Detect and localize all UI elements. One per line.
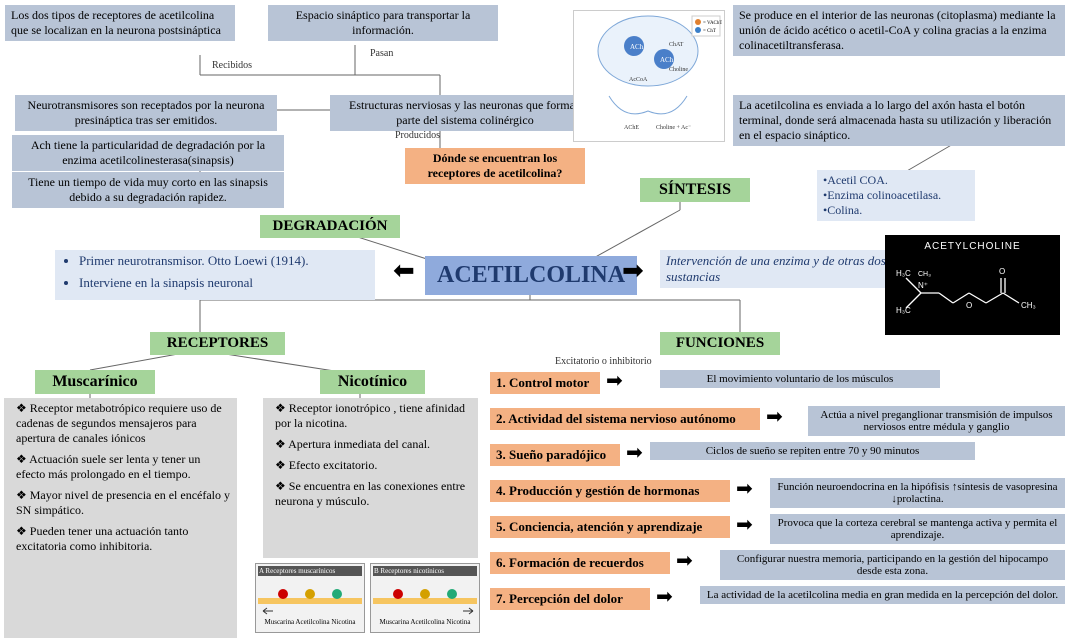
formula-illustration: ACETYLCHOLINE H₃C H₃C N⁺ CH₃ O O CH₃ <box>885 235 1060 335</box>
func-2-desc: Actúa a nivel preganglionar transmisión … <box>808 406 1065 436</box>
svg-text:AcCoA: AcCoA <box>629 77 648 83</box>
sintesis-head: SÍNTESIS <box>640 178 750 202</box>
nico-3: ❖ Efecto excitatorio. <box>275 458 472 473</box>
svg-text:ChAT: ChAT <box>669 42 684 48</box>
rec-musc-image: A Receptores muscarínicos Muscarina Acet… <box>255 563 365 633</box>
func-6-title: 6. Formación de recuerdos <box>490 552 670 574</box>
func-7-arrow-icon: ➡ <box>656 584 673 609</box>
svg-text:N⁺: N⁺ <box>918 281 928 290</box>
svg-text:H₃C: H₃C <box>896 269 911 278</box>
func-4-title: 4. Producción y gestión de hormonas <box>490 480 730 502</box>
svg-text:CH₃: CH₃ <box>1021 301 1036 310</box>
primer-2: Interviene en la sinapsis neuronal <box>79 275 369 291</box>
primer-1: Primer neurotransmisor. Otto Loewi (1914… <box>79 253 369 269</box>
muscarinico-head: Muscarínico <box>35 370 155 394</box>
nicotinico-list: ❖ Receptor ionotrópico , tiene afinidad … <box>263 398 478 558</box>
tiempo-vida-box: Tiene un tiempo de vida muy corto en las… <box>12 172 284 208</box>
receptores-post-box: Los dos tipos de receptores de acetilcol… <box>5 5 235 41</box>
estructuras-box: Estructuras nerviosas y las neuronas que… <box>330 95 600 131</box>
muscarinico-list: ❖ Receptor metabotrópico requiere uso de… <box>4 398 237 638</box>
receptores-head: RECEPTORES <box>150 332 285 355</box>
func-4-desc: Función neuroendocrina en la hipófisis ↑… <box>770 478 1065 508</box>
svg-text:ACh: ACh <box>630 43 644 51</box>
arrow-right-icon: ➡ <box>622 256 644 286</box>
func-5-desc: Provoca que la corteza cerebral se mante… <box>770 514 1065 544</box>
func-3-arrow-icon: ➡ <box>626 440 643 465</box>
ing-2: •Enzima colinoacetilasa. <box>823 188 969 203</box>
espacio-sinaptico-box: Espacio sináptico para transportar la in… <box>268 5 498 41</box>
axon-box: La acetilcolina es enviada a lo largo de… <box>733 95 1065 146</box>
func-1-desc: El movimiento voluntario de los músculos <box>660 370 940 388</box>
neurotrans-recep-box: Neurotransmisores son receptados por la … <box>15 95 277 131</box>
svg-text:Choline + Ac⁻: Choline + Ac⁻ <box>656 125 691 131</box>
svg-text:CH₃: CH₃ <box>918 271 931 278</box>
func-6-desc: Configurar nuestra memoria, participando… <box>720 550 1065 580</box>
musc-2: ❖ Actuación suele ser lenta y tener un e… <box>16 452 231 482</box>
func-5-arrow-icon: ➡ <box>736 512 753 537</box>
recibidos-label: Recibidos <box>212 60 252 71</box>
func-2-arrow-icon: ➡ <box>766 404 783 429</box>
rec-nico-image: B Receptores nicotínicos Muscarina Aceti… <box>370 563 480 633</box>
nicotinico-head: Nicotínico <box>320 370 425 394</box>
nico-2: ❖ Apertura inmediata del canal. <box>275 437 472 452</box>
producidos-label: Producidos <box>395 130 440 141</box>
func-5-title: 5. Conciencia, atención y aprendizaje <box>490 516 730 538</box>
nico-1: ❖ Receptor ionotrópico , tiene afinidad … <box>275 401 472 431</box>
func-4-arrow-icon: ➡ <box>736 476 753 501</box>
main-title: ACETILCOLINA <box>425 256 637 295</box>
musc-3: ❖ Mayor nivel de presencia en el encéfal… <box>16 488 231 518</box>
ingredientes-box: •Acetil COA. •Enzima colinoacetilasa. •C… <box>817 170 975 221</box>
svg-text:= VAChT: = VAChT <box>703 21 722 26</box>
func-1-arrow-icon: ➡ <box>606 368 623 393</box>
ing-1: •Acetil COA. <box>823 173 969 188</box>
func-7-title: 7. Percepción del dolor <box>490 588 650 610</box>
svg-text:H₃C: H₃C <box>896 306 911 315</box>
func-3-desc: Ciclos de sueño se repiten entre 70 y 90… <box>650 442 975 460</box>
excit-inhib-label: Excitatorio o inhibitorio <box>555 356 652 367</box>
svg-text:AChE: AChE <box>624 125 639 131</box>
sintesis-desc-box: Se produce en el interior de las neurona… <box>733 5 1065 56</box>
pasan-label: Pasan <box>370 48 393 59</box>
svg-text:Choline: Choline <box>669 67 688 73</box>
musc-1: ❖ Receptor metabotrópico requiere uso de… <box>16 401 231 446</box>
svg-text:ACh: ACh <box>660 56 674 64</box>
svg-text:O: O <box>999 267 1005 276</box>
ing-3: •Colina. <box>823 203 969 218</box>
svg-text:O: O <box>966 301 972 310</box>
synapse-illustration: ACh ACh ChAT Choline AcCoA AChE Choline … <box>573 10 725 142</box>
degradacion-head: DEGRADACIÓN <box>260 215 400 238</box>
func-7-desc: La actividad de la acetilcolina media en… <box>700 586 1065 604</box>
func-6-arrow-icon: ➡ <box>676 548 693 573</box>
nico-4: ❖ Se encuentra en las conexiones entre n… <box>275 479 472 509</box>
ach-degrad-box: Ach tiene la particularidad de degradaci… <box>12 135 284 171</box>
formula-title: ACETYLCHOLINE <box>891 241 1054 252</box>
arrow-left-icon: ⬅ <box>393 256 415 286</box>
func-1-title: 1. Control motor <box>490 372 600 394</box>
musc-4: ❖ Pueden tener una actuación tanto excit… <box>16 524 231 554</box>
funciones-head: FUNCIONES <box>660 332 780 355</box>
svg-text:= ChT: = ChT <box>703 29 716 34</box>
func-2-title: 2. Actividad del sistema nervioso autóno… <box>490 408 760 430</box>
donde-recep-box: Dónde se encuentran los receptores de ac… <box>405 148 585 184</box>
func-3-title: 3. Sueño paradójico <box>490 444 620 466</box>
primer-neuro-box: Primer neurotransmisor. Otto Loewi (1914… <box>55 250 375 300</box>
